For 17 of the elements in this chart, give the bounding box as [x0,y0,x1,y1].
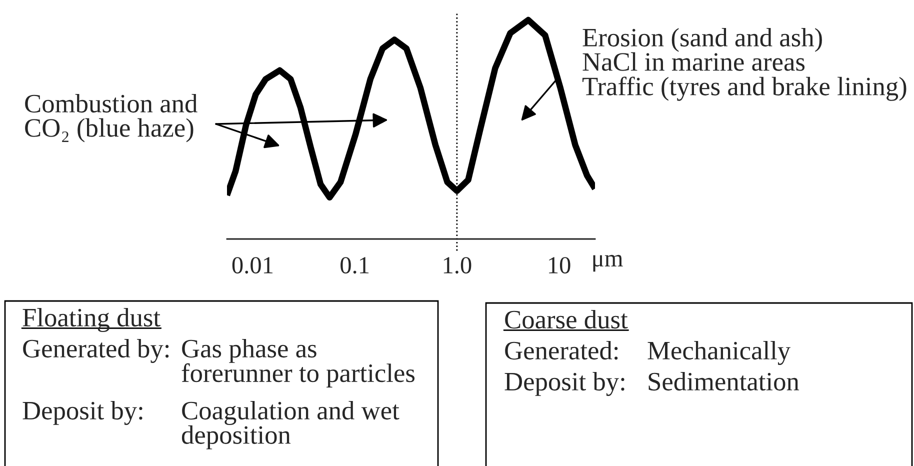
text: Combustion and CO₂ (blue haze) [25,94,198,142]
x-tick-label: 0.1 [340,257,369,274]
x-tick-label: 1.0 [444,257,472,274]
text: Sedimentation [648,372,800,391]
text: Generated by: [23,339,169,364]
annotation: Erosion (sand and ash) NaCl in marine areas Traffic (tyres and brake lining) [582,28,906,101]
text: Generated: [505,341,618,360]
text: Deposit by: [504,372,624,396]
text: Mechanically [648,341,790,366]
text: Deposit by: [22,401,142,426]
text: Floating dust [22,308,160,332]
x-axis-title: μm [593,254,623,272]
text: Gas phase as forerunner to particles [182,339,415,388]
x-tick-label: 10 [549,257,570,274]
text: Coarse dust [505,310,628,329]
x-tick-label: 0.01 [232,257,273,274]
text: Coagulation and wet deposition [182,401,400,450]
